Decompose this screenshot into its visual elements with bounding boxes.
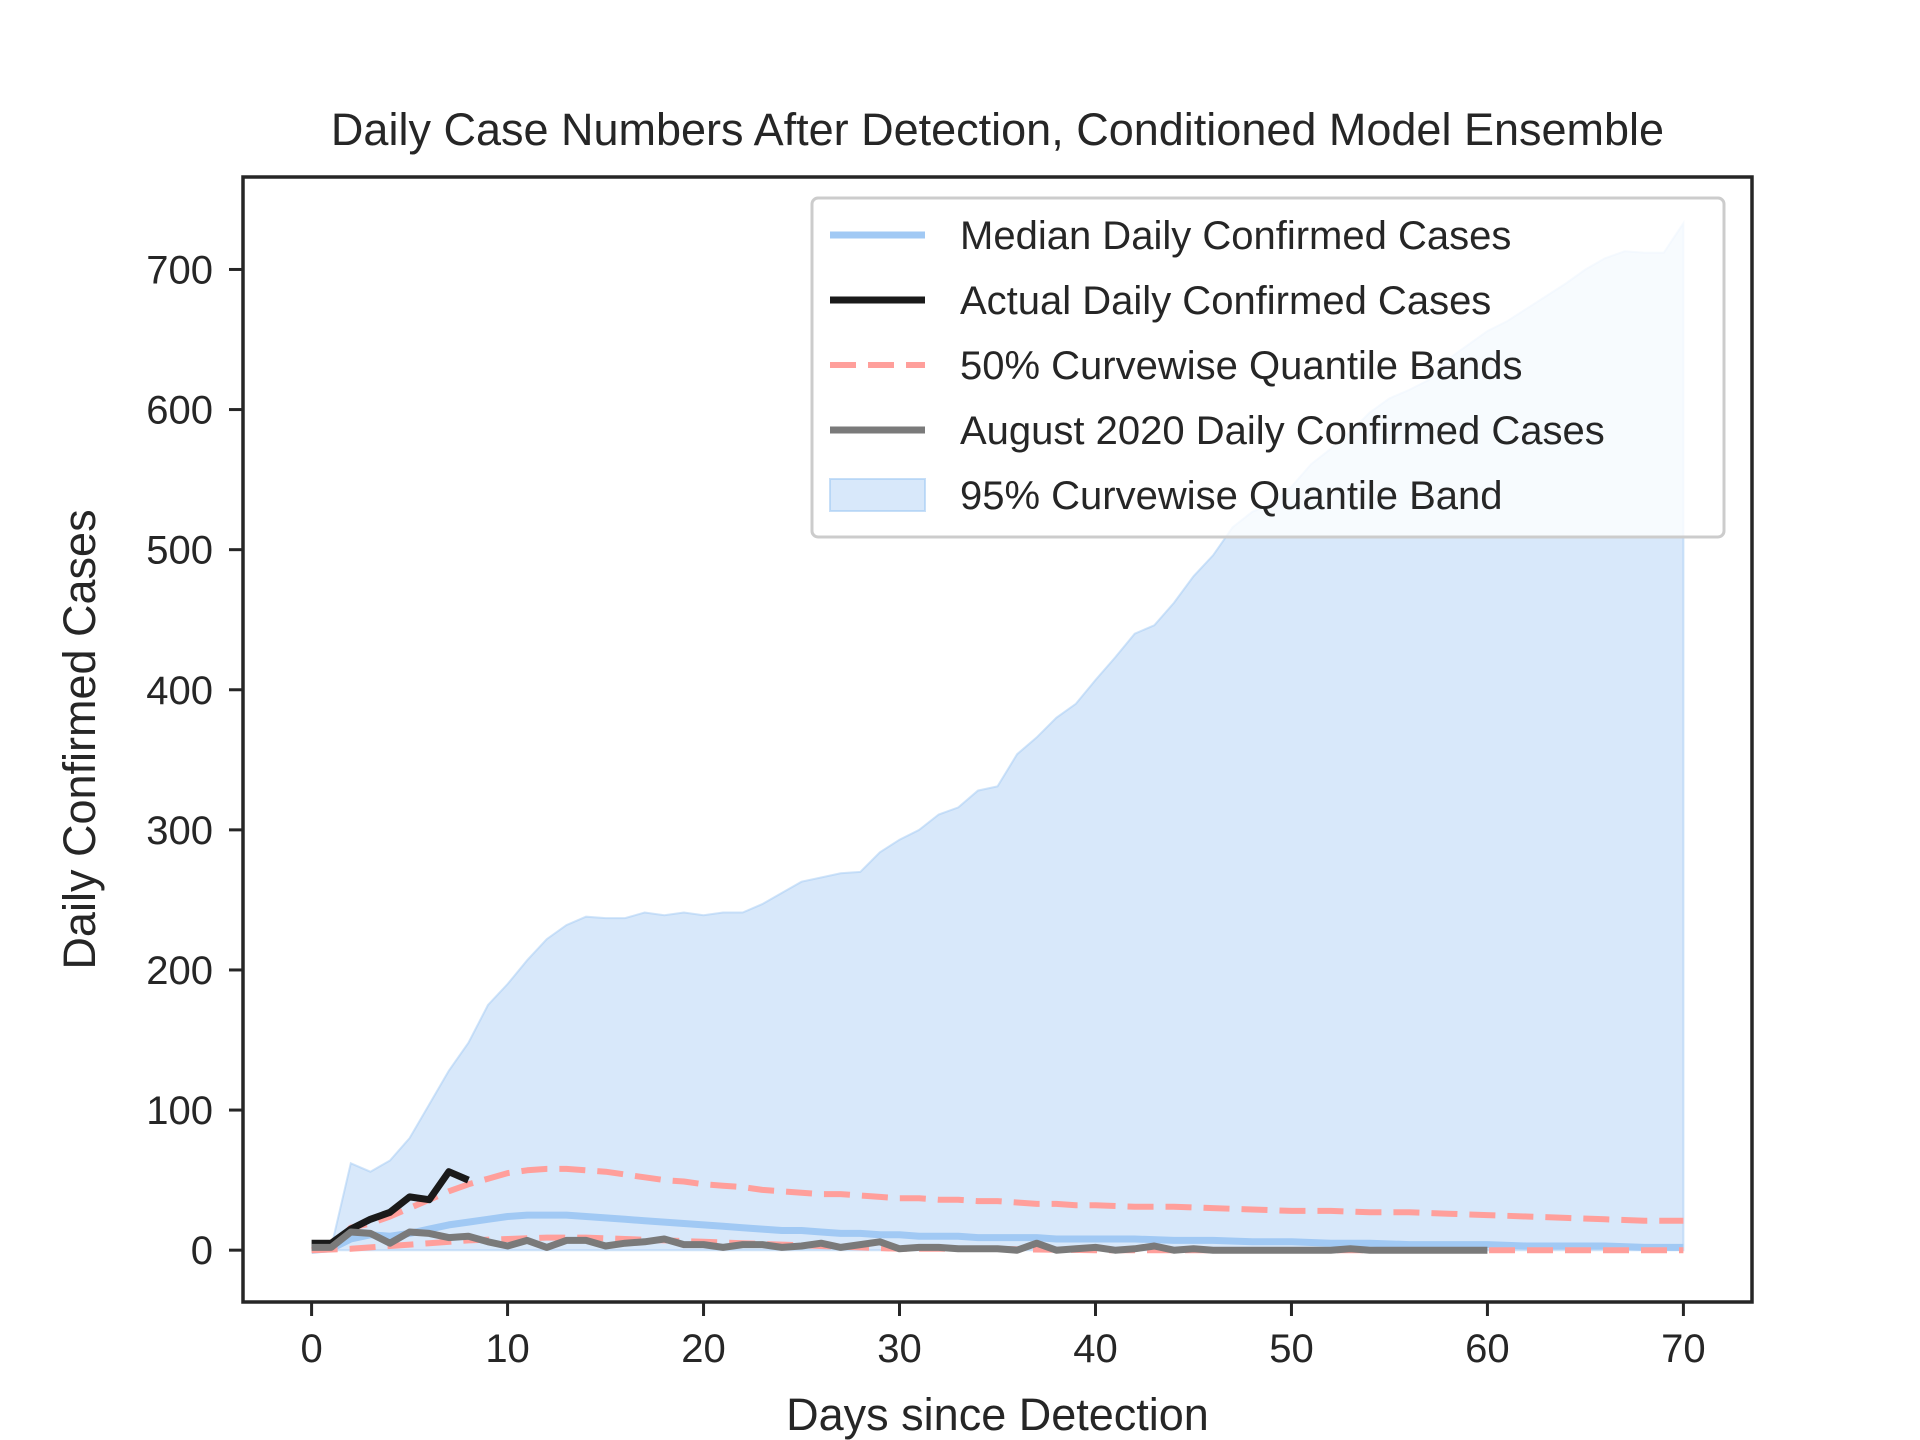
- plot-frame: [241, 175, 1754, 1304]
- x-axis-title: Days since Detection: [786, 1389, 1209, 1440]
- x-tick-label: 10: [485, 1327, 530, 1371]
- x-tick-label: 0: [300, 1327, 322, 1371]
- y-tick-label: 200: [146, 949, 213, 993]
- x-tick-label: 50: [1269, 1327, 1314, 1371]
- x-tick-label: 30: [877, 1327, 922, 1371]
- x-tick-label: 40: [1073, 1327, 1118, 1371]
- series-line-median: [311, 1211, 1684, 1254]
- x-tick-label: 20: [681, 1327, 726, 1371]
- y-tick-label: 0: [191, 1229, 213, 1273]
- y-axis-title: Daily Confirmed Cases: [54, 509, 105, 969]
- y-tick-label: 100: [146, 1089, 213, 1133]
- y-tick-label: 700: [146, 248, 213, 292]
- legend: Median Daily Confirmed Cases Actual Daily…: [810, 196, 1726, 539]
- y-tick-label: 600: [146, 389, 213, 433]
- y-tick-label: 400: [146, 669, 213, 713]
- series-line-aug2020: [311, 1228, 1488, 1254]
- legend-label-median: Median Daily Confirmed Cases: [960, 214, 1511, 258]
- y-tick-label: 300: [146, 809, 213, 853]
- series-line-q50_upper: [311, 1165, 1684, 1254]
- x-tick-label: 60: [1465, 1327, 1510, 1371]
- x-tick-label: 70: [1661, 1327, 1706, 1371]
- legend-label-band95: 95% Curvewise Quantile Band: [960, 474, 1503, 518]
- legend-label-q50: 50% Curvewise Quantile Bands: [960, 344, 1523, 388]
- legend-swatch-band95: [829, 478, 926, 512]
- x-axis: 0 10 20 30 40 50 60 70: [300, 1302, 1706, 1371]
- legend-label-actual: Actual Daily Confirmed Cases: [960, 279, 1491, 323]
- legend-box: [810, 196, 1726, 539]
- chart-title: Daily Case Numbers After Detection, Cond…: [331, 104, 1664, 155]
- y-axis: 0 100 200 300 400 500 600 700: [146, 248, 243, 1273]
- y-tick-label: 500: [146, 529, 213, 573]
- legend-label-aug2020: August 2020 Daily Confirmed Cases: [960, 409, 1605, 453]
